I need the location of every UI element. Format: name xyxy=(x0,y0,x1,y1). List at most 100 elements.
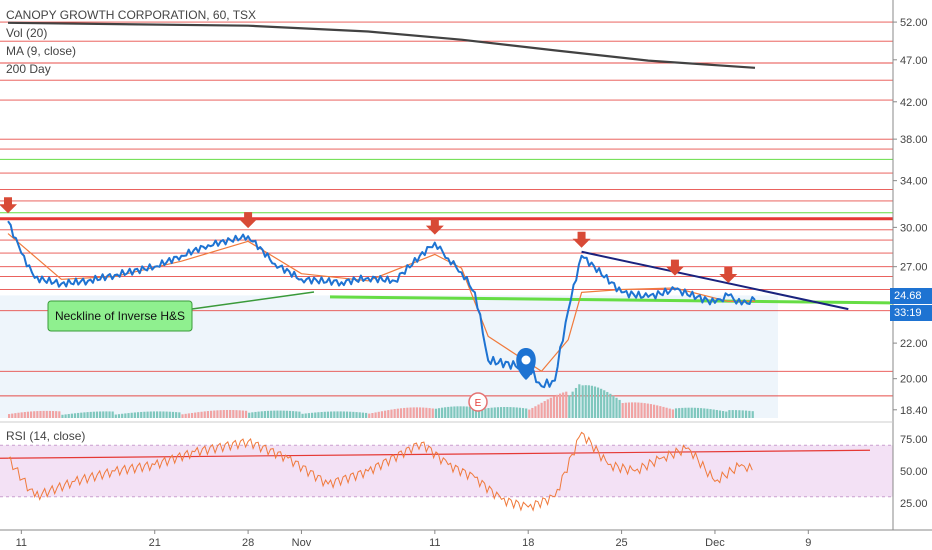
volume-bar xyxy=(304,413,307,418)
volume-bar xyxy=(440,407,444,418)
volume-bar xyxy=(627,402,631,418)
volume-bar xyxy=(216,410,219,418)
volume-bar xyxy=(434,408,438,418)
volume-bar xyxy=(555,394,559,418)
volume-bar xyxy=(738,410,741,418)
volume-bar xyxy=(534,406,537,418)
volume-bar xyxy=(668,408,671,418)
volume-bar xyxy=(130,412,133,418)
volume-bar xyxy=(390,409,393,418)
volume-bar xyxy=(206,411,210,418)
volume-bar xyxy=(431,408,434,418)
volume-bar xyxy=(593,386,597,418)
rsi-line xyxy=(7,431,753,512)
volume-bar xyxy=(718,410,722,418)
rsi-legend[interactable]: RSI (14, close) xyxy=(6,429,86,443)
volume-bar xyxy=(574,387,578,418)
volume-bar xyxy=(477,409,481,418)
volume-bar xyxy=(624,402,627,418)
volume-bar xyxy=(425,407,428,418)
volume-bar xyxy=(512,407,515,418)
volume-bar xyxy=(105,411,108,418)
volume-bar xyxy=(314,412,317,418)
volume-bar xyxy=(14,413,17,418)
price-line xyxy=(7,220,756,389)
volume-bar xyxy=(681,407,684,418)
volume-bar xyxy=(481,408,484,418)
volume-bar xyxy=(171,411,175,418)
legend-ma[interactable]: MA (9, close) xyxy=(6,44,77,58)
volume-bar xyxy=(209,410,213,418)
y-tick-label: 18.40 xyxy=(900,405,928,417)
x-tick-label: 28 xyxy=(242,537,254,549)
legend-volume[interactable]: Vol (20) xyxy=(6,26,48,40)
volume-bar xyxy=(712,409,715,418)
volume-bar xyxy=(92,411,95,418)
last-price-tag: 24.68 xyxy=(890,288,932,304)
volume-bar xyxy=(326,411,330,418)
volume-bar xyxy=(23,412,26,418)
volume-bar xyxy=(728,410,731,418)
pin-dot xyxy=(521,355,531,365)
earnings-label: E xyxy=(475,398,482,409)
y-tick-label: 22.00 xyxy=(900,338,928,350)
volume-bar xyxy=(194,412,197,418)
volume-bar xyxy=(127,413,130,418)
volume-bar xyxy=(403,407,406,418)
volume-bar xyxy=(671,409,674,418)
y-tick-label: 30.00 xyxy=(900,222,928,234)
location-pin-icon[interactable] xyxy=(516,348,536,380)
volume-bar xyxy=(266,410,270,418)
volume-bar xyxy=(58,411,61,418)
volume-bar xyxy=(543,401,546,418)
volume-bar xyxy=(238,410,241,418)
volume-bar xyxy=(51,411,55,418)
earnings-circle xyxy=(468,392,488,412)
volume-bar xyxy=(584,385,587,418)
volume-bar xyxy=(149,411,152,418)
horizontal-levels xyxy=(0,21,894,397)
earnings-marker[interactable]: E xyxy=(468,392,488,412)
volume-bar xyxy=(317,412,320,418)
volume-bar xyxy=(86,412,89,418)
volume-bar xyxy=(295,411,298,418)
volume-bar xyxy=(20,412,23,418)
volume-bar xyxy=(590,385,593,418)
volume-bar xyxy=(251,412,254,418)
volume-bar xyxy=(80,412,83,418)
volume-bar xyxy=(248,412,251,418)
volume-bar xyxy=(102,411,105,418)
volume-bar xyxy=(349,411,352,418)
volume-bar xyxy=(323,411,326,418)
volume-bar xyxy=(725,411,728,418)
volume-bar xyxy=(374,412,377,418)
volume-bar xyxy=(609,393,612,418)
volume-bar xyxy=(600,388,603,418)
volume-bar xyxy=(143,411,146,418)
volume-bar xyxy=(124,413,127,418)
volume-bar xyxy=(111,411,114,418)
volume-bar xyxy=(155,411,159,418)
neckline-annotation[interactable]: Neckline of Inverse H&S xyxy=(47,291,315,332)
volume-bar xyxy=(99,411,102,418)
legend-ma200[interactable]: 200 Day xyxy=(6,62,51,76)
volume-bar xyxy=(751,411,754,418)
volume-bar xyxy=(537,404,540,418)
volume-bar xyxy=(581,385,584,418)
volume-bar xyxy=(352,411,355,418)
volume-bar xyxy=(229,409,232,418)
volume-bar xyxy=(665,407,668,418)
volume-bar xyxy=(490,407,493,418)
volume-bar xyxy=(77,412,80,418)
volume-bar xyxy=(506,407,509,418)
volume-bar xyxy=(380,411,384,418)
volume-bar xyxy=(565,391,568,418)
volume-bar xyxy=(649,404,653,418)
volume-bar xyxy=(333,411,336,418)
volume-bar xyxy=(444,407,447,418)
volume-bar xyxy=(95,411,99,418)
volume-bar xyxy=(652,404,656,418)
volume-bar xyxy=(571,391,574,418)
volume-bar xyxy=(562,392,565,418)
volume-bar xyxy=(568,395,571,418)
